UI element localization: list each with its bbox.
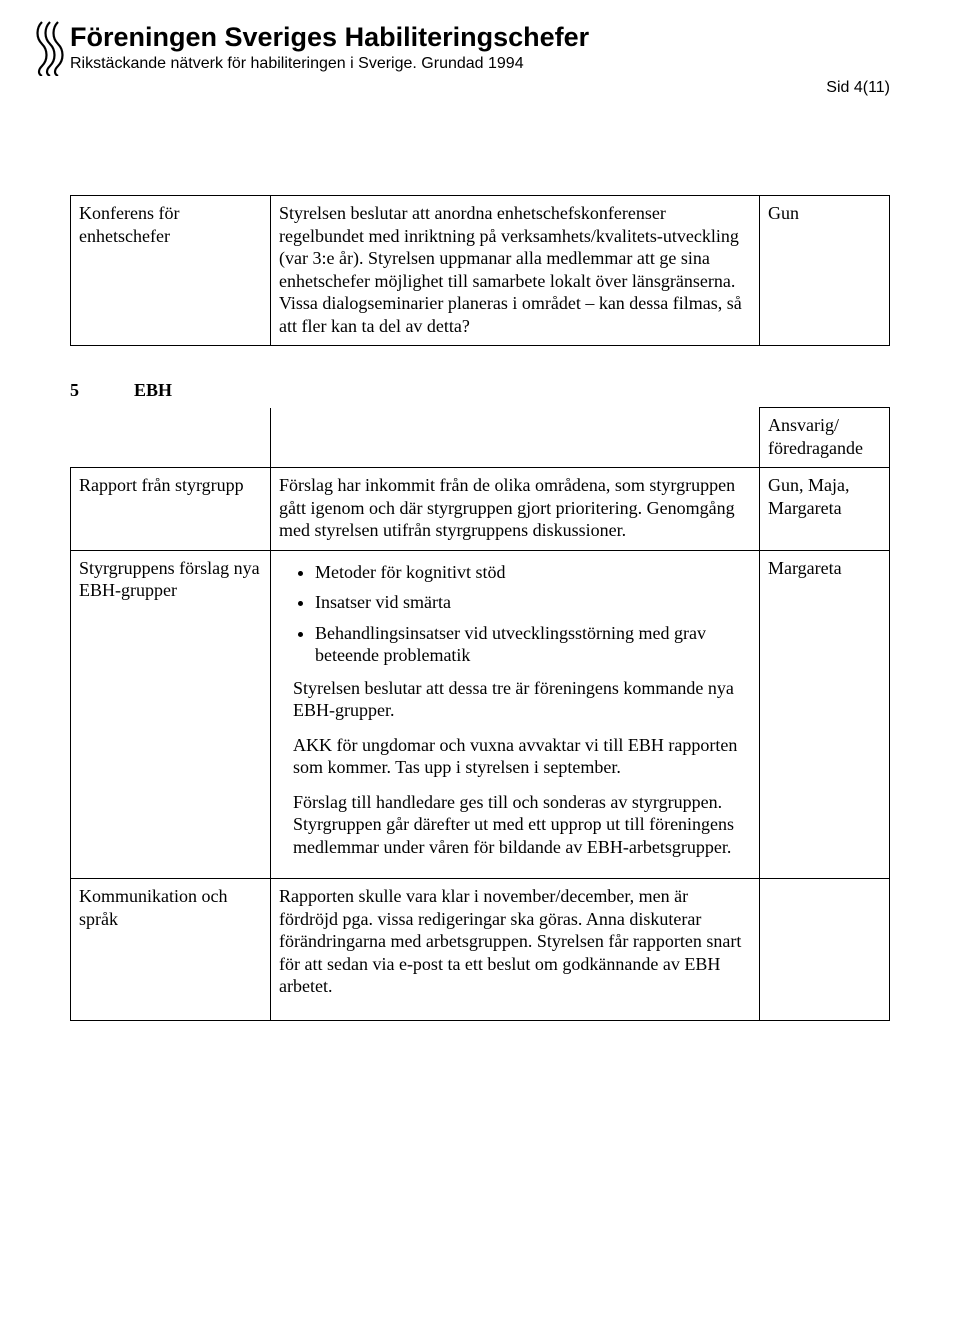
page-header: Föreningen Sveriges Habiliteringschefer … bbox=[70, 20, 890, 97]
list-item: Behandlingsinsatser vid utvecklingsstörn… bbox=[315, 622, 751, 667]
cell-content: Förslag har inkommit från de olika områd… bbox=[271, 468, 760, 551]
cell-responsible: Margareta bbox=[760, 550, 890, 879]
paragraph: Styrelsen beslutar att dessa tre är före… bbox=[293, 677, 751, 722]
table-row: Styrgruppens förslag nya EBH-grupper Met… bbox=[71, 550, 890, 879]
cell-content: Metoder för kognitivt stöd Insatser vid … bbox=[271, 550, 760, 879]
cell-topic: Styrgruppens förslag nya EBH-grupper bbox=[71, 550, 271, 879]
cell-content: Rapporten skulle vara klar i november/de… bbox=[271, 879, 760, 1021]
org-title: Föreningen Sveriges Habiliteringschefer bbox=[70, 20, 890, 53]
table-konferens: Konferens för enhetschefer Styrelsen bes… bbox=[70, 195, 890, 346]
section-heading: 5EBH bbox=[70, 380, 890, 401]
table-row: Ansvarig/ föredragande bbox=[71, 408, 890, 468]
cell-empty bbox=[760, 879, 890, 1021]
section-title: EBH bbox=[134, 380, 172, 400]
paragraph: Rapporten skulle vara klar i november/de… bbox=[279, 885, 751, 998]
list-item: Metoder för kognitivt stöd bbox=[315, 561, 751, 584]
bullet-list: Metoder för kognitivt stöd Insatser vid … bbox=[279, 561, 751, 667]
cell-responsible: Gun, Maja, Margareta bbox=[760, 468, 890, 551]
table-row: Konferens för enhetschefer Styrelsen bes… bbox=[71, 196, 890, 346]
logo-icon bbox=[32, 20, 68, 81]
table-row: Kommunikation och språk Rapporten skulle… bbox=[71, 879, 890, 1021]
paragraph: AKK för ungdomar och vuxna avvaktar vi t… bbox=[293, 734, 751, 779]
cell-topic: Rapport från styrgrupp bbox=[71, 468, 271, 551]
cell-content: Styrelsen beslutar att anordna enhetsche… bbox=[271, 196, 760, 346]
cell-empty bbox=[71, 408, 271, 468]
page-number: Sid 4(11) bbox=[70, 79, 890, 97]
table-row: Rapport från styrgrupp Förslag har inkom… bbox=[71, 468, 890, 551]
cell-responsible: Gun bbox=[760, 196, 890, 346]
list-item: Insatser vid smärta bbox=[315, 591, 751, 614]
cell-topic: Konferens för enhetschefer bbox=[71, 196, 271, 346]
org-subtitle: Rikstäckande nätverk för habiliteringen … bbox=[70, 55, 890, 73]
paragraph: Förslag till handledare ges till och son… bbox=[293, 791, 751, 859]
table-ebh: Ansvarig/ föredragande Rapport från styr… bbox=[70, 407, 890, 1021]
cell-topic: Kommunikation och språk bbox=[71, 879, 271, 1021]
cell-header-responsible: Ansvarig/ föredragande bbox=[760, 408, 890, 468]
section-number: 5 bbox=[70, 380, 134, 401]
cell-empty bbox=[271, 408, 760, 468]
